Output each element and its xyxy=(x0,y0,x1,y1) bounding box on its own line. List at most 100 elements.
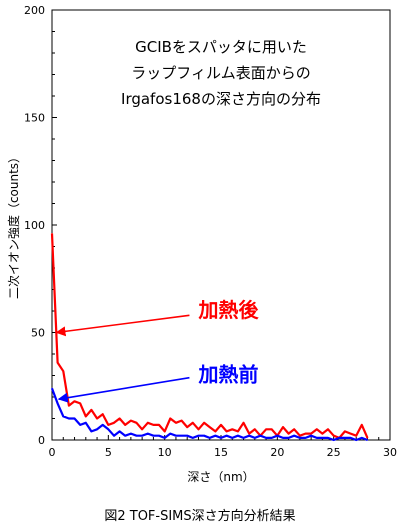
data-point xyxy=(141,435,143,437)
data-point xyxy=(124,424,126,426)
data-point xyxy=(338,437,340,439)
data-point xyxy=(51,387,53,389)
data-point xyxy=(349,437,352,439)
data-point xyxy=(254,428,256,430)
data-point xyxy=(288,432,290,435)
data-point xyxy=(271,437,273,439)
y-tick-label: 150 xyxy=(24,112,45,125)
data-point xyxy=(333,435,335,437)
data-point xyxy=(147,432,149,435)
data-point xyxy=(90,409,93,411)
data-point xyxy=(180,435,183,437)
data-point xyxy=(214,430,216,432)
data-point xyxy=(220,424,222,426)
data-point xyxy=(135,422,138,424)
data-point xyxy=(192,437,194,439)
data-point xyxy=(135,435,138,437)
y-tick-label: 0 xyxy=(38,434,45,447)
data-point xyxy=(68,417,70,420)
data-point xyxy=(316,428,318,430)
x-tick-label: 10 xyxy=(158,446,172,459)
data-point xyxy=(62,415,64,417)
data-point xyxy=(102,424,104,426)
y-tick-label: 100 xyxy=(24,219,45,232)
data-point xyxy=(248,435,250,437)
data-point xyxy=(327,428,329,430)
x-tick-label: 0 xyxy=(49,446,56,459)
data-point xyxy=(237,430,239,432)
y-tick-label: 50 xyxy=(31,327,45,340)
data-point xyxy=(304,437,307,439)
data-point xyxy=(130,420,132,422)
x-tick-label: 5 xyxy=(105,446,112,459)
data-point xyxy=(169,417,171,420)
data-point xyxy=(349,432,352,435)
data-point xyxy=(175,435,177,437)
data-point xyxy=(203,435,205,437)
data-point xyxy=(242,422,245,424)
data-point xyxy=(107,424,109,426)
data-point xyxy=(355,435,357,437)
data-point xyxy=(73,400,76,402)
data-point xyxy=(203,422,205,424)
data-point xyxy=(316,437,318,439)
data-point xyxy=(333,439,335,441)
chart-title-line: ラップフィルム表面からの xyxy=(131,64,310,82)
annotation-label: 加熱前 xyxy=(197,362,258,386)
y-axis-label: 二次イオン強度（counts） xyxy=(6,151,21,299)
data-point xyxy=(259,435,262,437)
data-point xyxy=(310,435,312,437)
x-tick-label: 25 xyxy=(327,446,341,459)
figure-caption: 図2 TOF-SIMS深さ方向分析結果 xyxy=(104,509,296,524)
data-point xyxy=(130,432,132,435)
data-point xyxy=(51,233,53,235)
data-point xyxy=(141,428,143,430)
data-point xyxy=(186,426,188,428)
data-point xyxy=(164,437,166,439)
x-axis: 0 5 10 15 20 25 30 xyxy=(49,435,397,459)
data-point xyxy=(344,430,346,432)
data-point xyxy=(344,437,346,439)
data-point xyxy=(62,370,64,372)
data-point xyxy=(271,428,273,430)
data-point xyxy=(361,424,363,426)
data-point xyxy=(68,405,70,407)
data-point xyxy=(113,435,115,437)
data-point xyxy=(254,437,256,439)
data-point xyxy=(119,430,121,432)
data-point xyxy=(299,437,301,439)
data-point xyxy=(327,437,329,439)
data-point xyxy=(321,432,323,435)
x-tick-label: 20 xyxy=(270,446,284,459)
data-point xyxy=(85,422,87,424)
data-point xyxy=(282,437,284,439)
data-point xyxy=(293,428,295,430)
y-axis: 0 50 100 150 200 xyxy=(24,4,57,447)
data-point xyxy=(158,424,160,426)
annotation-arrow xyxy=(57,376,190,403)
data-point xyxy=(113,422,115,424)
data-point xyxy=(79,424,81,426)
data-point xyxy=(361,437,363,439)
chart-title-line: Irgafos168の深さ方向の分布 xyxy=(121,90,321,108)
data-point xyxy=(175,422,177,424)
data-point xyxy=(119,417,121,420)
data-point xyxy=(248,432,250,435)
data-point xyxy=(186,435,188,437)
data-point xyxy=(355,439,357,441)
data-point xyxy=(124,435,126,437)
data-point xyxy=(220,437,222,439)
x-tick-label: 30 xyxy=(383,446,397,459)
data-point xyxy=(288,437,290,439)
data-point xyxy=(73,417,76,420)
data-point xyxy=(265,428,267,430)
data-point xyxy=(90,430,93,432)
data-point xyxy=(158,435,160,437)
data-point xyxy=(96,417,98,420)
chart-title-line: GCIBをスパッタに用いた xyxy=(135,38,307,56)
data-point xyxy=(231,428,233,430)
data-point xyxy=(366,437,369,439)
data-point xyxy=(102,413,104,415)
data-point xyxy=(226,430,228,432)
